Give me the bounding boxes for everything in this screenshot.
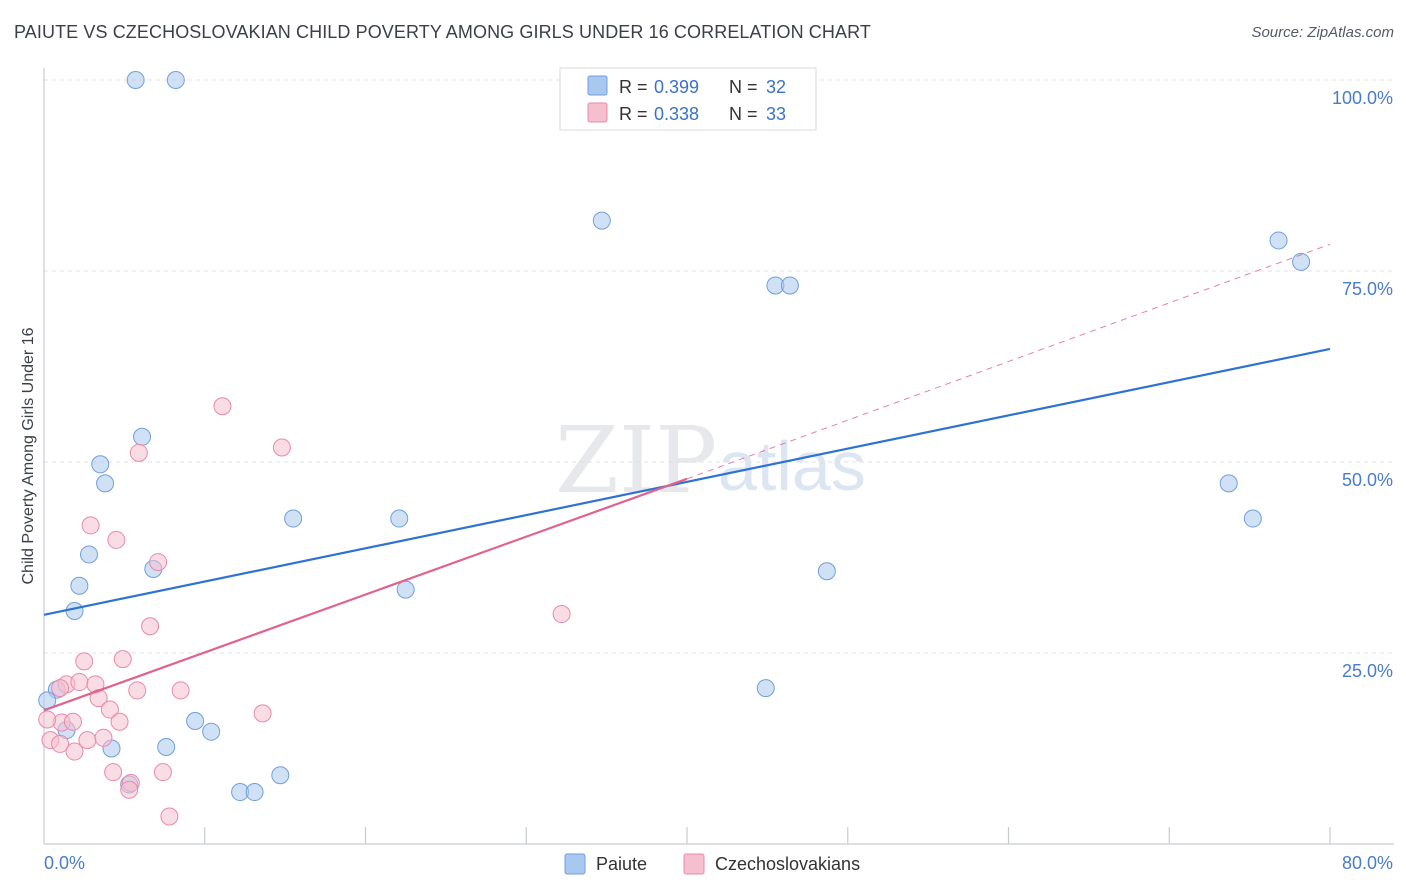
czechoslovakians-point-13 xyxy=(51,679,70,698)
y-tick-label-25: 25.0% xyxy=(1342,661,1393,681)
watermark-atlas: atlas xyxy=(718,427,866,505)
bottom-legend-swatch-czechoslovakians xyxy=(683,853,705,875)
paiute-point-17 xyxy=(70,576,89,595)
czechoslovakians-point-8 xyxy=(75,652,94,671)
legend-r-label-czechoslovakians: R = xyxy=(619,104,648,124)
legend-n-label-czechoslovakians: N = xyxy=(729,104,758,124)
czechoslovakians-point-20 xyxy=(63,712,82,731)
gridlines xyxy=(44,79,1394,654)
legend-swatch-paiute xyxy=(587,75,608,96)
paiute-point-0 xyxy=(126,71,145,89)
paiute-point-18 xyxy=(396,580,415,599)
czechoslovakians-point-5 xyxy=(149,553,168,572)
series-legend: Paiute Czechoslovakians xyxy=(564,853,860,875)
paiute-trend-line xyxy=(43,347,1331,616)
paiute-point-7 xyxy=(133,427,152,446)
paiute-point-12 xyxy=(1219,474,1238,493)
paiute-point-19 xyxy=(65,601,84,620)
paiute-point-2 xyxy=(592,211,611,230)
paiute-point-16 xyxy=(817,562,836,581)
watermark: ZIP atlas xyxy=(555,407,866,514)
czechoslovakians-point-0 xyxy=(213,397,232,416)
legend-n-value-paiute: 32 xyxy=(766,77,786,97)
czechoslovakians-point-6 xyxy=(552,605,571,624)
czechoslovakians-point-1 xyxy=(129,443,148,462)
y-tick-label-100: 100.0% xyxy=(1332,88,1393,108)
x-tick-label-min: 0.0% xyxy=(44,853,85,873)
y-tick-label-50: 50.0% xyxy=(1342,470,1393,490)
paiute-point-9 xyxy=(96,474,115,493)
bottom-legend-swatch-paiute xyxy=(564,853,586,875)
trend-lines xyxy=(43,243,1331,712)
paiute-point-11 xyxy=(390,509,409,528)
czechoslovakians-trend-extension xyxy=(686,243,1331,480)
paiute-point-1 xyxy=(166,71,185,89)
x-ticks xyxy=(204,827,1331,844)
legend-r-value-czechoslovakians: 0.338 xyxy=(654,104,699,124)
correlation-legend: R = 0.399 N = 32 R = 0.338 N = 33 xyxy=(559,67,817,131)
czechoslovakians-point-26 xyxy=(65,742,84,761)
paiute-point-21 xyxy=(756,679,775,698)
legend-swatch-czechoslovakians xyxy=(587,102,608,123)
paiute-point-24 xyxy=(186,711,205,730)
czechoslovakians-point-18 xyxy=(253,704,272,723)
y-tick-labels: 100.0% 75.0% 50.0% 25.0% xyxy=(1332,88,1393,681)
legend-n-label-paiute: N = xyxy=(729,77,758,97)
legend-n-value-czechoslovakians: 33 xyxy=(766,104,786,124)
czechoslovakians-trend-line xyxy=(43,477,688,712)
czechoslovakians-point-21 xyxy=(110,712,129,731)
czechoslovakians-point-3 xyxy=(81,516,100,535)
czechoslovakians-point-28 xyxy=(153,763,172,782)
paiute-point-28 xyxy=(271,766,290,785)
bottom-legend-label-czechoslovakians: Czechoslovakians xyxy=(715,854,860,874)
paiute-point-31 xyxy=(245,783,264,802)
legend-r-label-paiute: R = xyxy=(619,77,648,97)
czechoslovakians-point-31 xyxy=(160,807,179,826)
paiute-point-13 xyxy=(1243,509,1262,528)
czechoslovakians-point-24 xyxy=(94,728,113,747)
paiute-point-27 xyxy=(157,737,176,756)
paiute-point-5 xyxy=(1269,231,1288,250)
czechoslovakians-point-27 xyxy=(104,763,123,782)
czechoslovakians-point-17 xyxy=(100,700,119,719)
paiute-point-6 xyxy=(1292,252,1311,271)
czechoslovakians-point-2 xyxy=(272,438,291,457)
y-tick-label-75: 75.0% xyxy=(1342,279,1393,299)
source-credit: Source: ZipAtlas.com xyxy=(1251,24,1394,41)
czechoslovakians-point-14 xyxy=(128,681,147,700)
czechoslovakians-points xyxy=(38,397,571,826)
x-tick-label-max: 80.0% xyxy=(1342,853,1393,873)
paiute-points xyxy=(38,71,1311,802)
czechoslovakians-point-7 xyxy=(141,617,160,636)
y-axis-label: Child Poverty Among Girls Under 16 xyxy=(20,327,37,584)
czechoslovakians-point-15 xyxy=(171,681,190,700)
czechoslovakians-point-11 xyxy=(70,673,89,692)
paiute-point-4 xyxy=(780,276,799,295)
paiute-point-10 xyxy=(284,509,303,528)
paiute-point-14 xyxy=(80,545,99,564)
czechoslovakians-point-32 xyxy=(38,710,57,729)
chart-title: PAIUTE VS CZECHOSLOVAKIAN CHILD POVERTY … xyxy=(14,22,871,42)
czechoslovakians-point-30 xyxy=(120,780,139,799)
czechoslovakians-point-25 xyxy=(51,734,70,753)
czechoslovakians-point-4 xyxy=(107,530,126,549)
paiute-point-8 xyxy=(91,455,110,474)
legend-r-value-paiute: 0.399 xyxy=(654,77,699,97)
paiute-point-25 xyxy=(202,722,221,741)
czechoslovakians-point-9 xyxy=(113,650,132,669)
bottom-legend-label-paiute: Paiute xyxy=(596,854,647,874)
